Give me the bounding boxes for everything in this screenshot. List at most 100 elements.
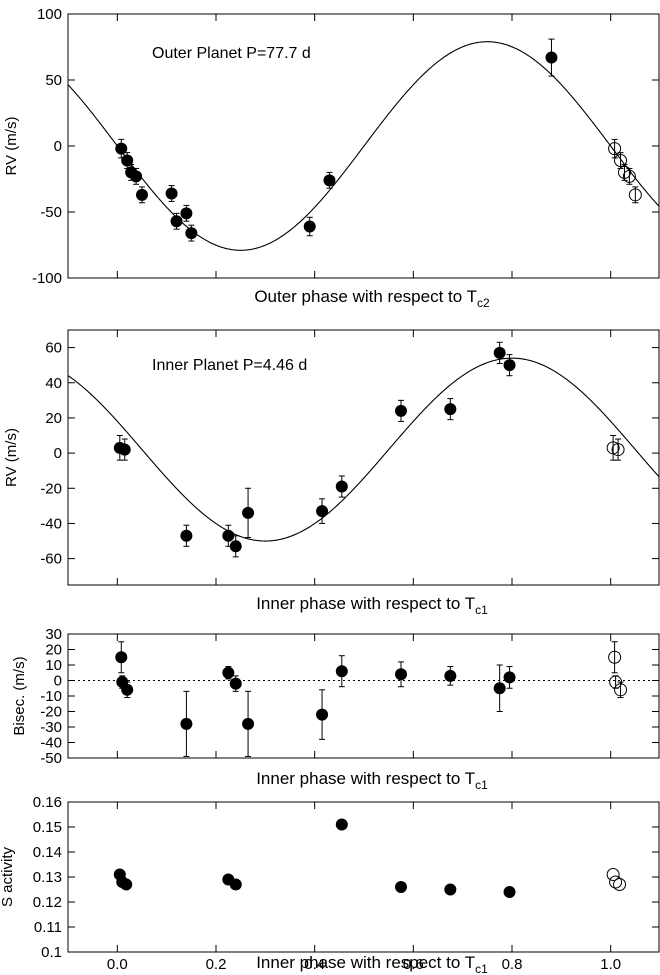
x-tick-label: 0.2: [206, 956, 227, 973]
y-tick-label: 0.12: [33, 894, 62, 911]
data-point-open: [608, 142, 622, 156]
x-tick-label: 1.0: [600, 956, 621, 973]
y-tick-label: 0.14: [33, 844, 62, 861]
data-point: [165, 187, 178, 200]
y-tick-label: 0: [54, 138, 62, 155]
data-point: [503, 671, 516, 684]
data-point: [493, 346, 506, 359]
data-point: [121, 154, 134, 167]
data-point: [242, 717, 255, 730]
data-point: [493, 682, 506, 695]
data-point-open: [614, 683, 628, 697]
data-point: [335, 480, 348, 493]
data-point-open: [622, 169, 636, 183]
data-point: [120, 878, 133, 891]
data-point: [222, 666, 235, 679]
data-point: [242, 506, 255, 519]
x-tick-label: 0.0: [107, 956, 128, 973]
data-point: [118, 443, 131, 456]
data-point-open: [613, 878, 627, 891]
data-point: [395, 404, 407, 417]
y-axis-label: S activity: [0, 846, 16, 907]
y-tick-label: 0: [54, 673, 62, 690]
x-tick-label: 0.6: [403, 956, 424, 973]
y-tick-label: -100: [32, 270, 62, 287]
data-point: [503, 886, 516, 898]
data-point: [180, 529, 193, 542]
y-tick-label: 10: [45, 657, 62, 674]
y-tick-label: 20: [45, 642, 62, 659]
data-point: [316, 505, 329, 518]
plot-frame: [67, 329, 660, 586]
data-point: [185, 227, 198, 240]
y-tick-label: 0.11: [34, 919, 62, 936]
y-tick-label: 50: [45, 72, 62, 89]
y-tick-label: -10: [40, 688, 62, 705]
panel-outer-rv: -100 -50 0 50 100 RV (m/s) Outer phase with re…: [3, 6, 660, 310]
data-point: [115, 651, 128, 664]
x-axis-label: Inner phase with respect to Tc1: [256, 953, 488, 975]
y-tick-label: -20: [40, 704, 62, 721]
model-curve: [68, 357, 659, 542]
data-point-open: [611, 443, 625, 457]
data-point-open: [609, 875, 623, 889]
y-tick-label: -50: [40, 750, 62, 767]
y-tick-label: -20: [40, 480, 62, 497]
y-tick-label: 0.16: [33, 794, 62, 811]
data-point: [130, 170, 143, 183]
data-point: [180, 717, 193, 730]
data-layer: [68, 341, 659, 558]
x-axis-label: Inner phase with respect to Tc1: [256, 594, 488, 617]
y-tick-label: -60: [40, 551, 62, 568]
data-point: [444, 883, 457, 896]
data-point-open: [617, 165, 631, 179]
data-point: [121, 683, 134, 696]
data-point: [229, 878, 242, 891]
data-layer: [113, 818, 627, 898]
plot-frame: [67, 801, 660, 953]
y-tick-label: 0.15: [33, 819, 62, 836]
data-point: [545, 51, 558, 64]
data-point: [136, 188, 148, 201]
panel-annotation: Outer Planet P=77.7 d: [152, 45, 311, 62]
data-point-open: [606, 441, 620, 455]
data-layer: [68, 38, 659, 251]
y-axis-label: Bisec. (m/s): [11, 656, 28, 735]
y-tick-label: -50: [40, 204, 62, 221]
data-point: [335, 665, 348, 678]
y-tick-label: -30: [40, 719, 62, 736]
x-axis-label: Outer phase with respect to Tc2: [254, 287, 490, 310]
data-point-open: [614, 154, 628, 168]
x-tick-label: 0.4: [304, 956, 325, 973]
y-axis-label: RV (m/s): [3, 117, 20, 176]
data-point-open: [606, 868, 620, 881]
plot-frame: [67, 633, 660, 759]
data-point: [503, 359, 516, 372]
data-point: [229, 540, 242, 553]
y-tick-label: 20: [45, 410, 62, 427]
y-tick-label: 0: [54, 445, 62, 462]
data-point: [395, 668, 407, 681]
y-tick-label: -40: [40, 735, 62, 752]
y-tick-label: 0.1: [41, 944, 62, 961]
model-curve: [68, 41, 659, 251]
y-tick-label: 40: [45, 375, 62, 392]
data-point: [303, 220, 316, 233]
data-point: [395, 881, 407, 893]
y-tick-label: 60: [45, 340, 62, 357]
data-point: [222, 529, 235, 542]
data-point: [335, 818, 348, 831]
data-point: [170, 215, 183, 228]
x-tick-label: 0.8: [502, 956, 523, 973]
panel-s-activity: 0.1 0.11 0.12 0.13 0.14 0.15 0.16 0.0 0.2 0.4 0.6 0…: [0, 794, 660, 975]
data-point-open: [608, 650, 622, 664]
panel-annotation: Inner Planet P=4.46 d: [152, 357, 307, 374]
data-point: [444, 403, 457, 416]
data-point: [316, 708, 329, 721]
data-point: [229, 677, 242, 690]
data-point-open: [628, 188, 642, 202]
data-point: [180, 207, 193, 220]
data-point: [323, 174, 336, 187]
y-axis-label: RV (m/s): [3, 428, 20, 487]
